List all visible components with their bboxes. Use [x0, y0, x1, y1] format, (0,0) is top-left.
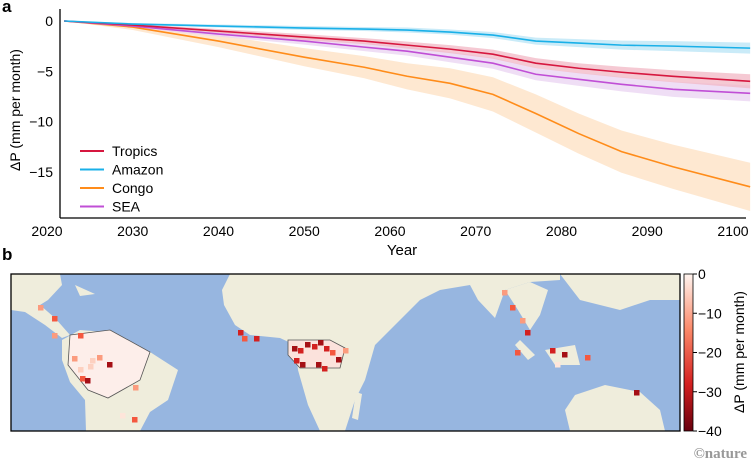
grid-cell: [305, 342, 311, 348]
legend-label: Amazon: [112, 162, 163, 178]
grid-cell: [52, 333, 58, 339]
grid-cell: [292, 346, 298, 352]
grid-cell: [520, 318, 526, 324]
grid-cell: [133, 385, 139, 391]
y-tick-label: 0: [45, 13, 53, 29]
legend: Tropics Amazon Congo SEA: [80, 143, 163, 215]
grid-cell: [88, 364, 94, 370]
line-chart: 2020 2030 2040 2050 2060 2070 2080 2090 2100 0 −5 −…: [7, 9, 751, 259]
grid-cell: [294, 358, 300, 364]
grid-cell: [510, 305, 516, 311]
grid-cell: [316, 362, 322, 368]
line-amazon: [64, 20, 751, 49]
grid-cell: [238, 330, 244, 336]
nature-credit: ©nature: [693, 446, 747, 462]
grid-cell: [242, 336, 248, 342]
legend-label: Congo: [112, 180, 153, 196]
x-tick-label: 2050: [289, 223, 320, 239]
grid-cell: [322, 366, 328, 372]
grid-cell: [550, 348, 556, 354]
colorbar-tick-label: −40: [698, 423, 722, 439]
colorbar-tick-label: 0: [698, 266, 706, 282]
x-tick-label: 2090: [632, 223, 663, 239]
grid-cell: [80, 376, 86, 382]
band-sea: [64, 21, 751, 102]
grid-cell: [38, 305, 44, 311]
x-axis-label: Year: [387, 242, 417, 259]
grid-cell: [78, 367, 84, 373]
grid-cell: [343, 348, 349, 354]
colorbar-tick-label: −30: [698, 384, 722, 400]
legend-label: Tropics: [112, 143, 157, 159]
colorbar-label: ΔP (mm per month): [731, 291, 747, 413]
grid-cell: [300, 362, 306, 368]
y-axis-label: ΔP (mm per month): [7, 49, 23, 171]
grid-cell: [298, 348, 304, 354]
grid-cell: [634, 390, 640, 396]
x-tick-label: 2030: [117, 223, 148, 239]
y-tick-label: −10: [29, 114, 53, 130]
x-tick-label: 2020: [31, 223, 62, 239]
grid-cell: [107, 362, 113, 368]
grid-cell: [85, 378, 91, 384]
congo-region: [287, 339, 346, 369]
band-amazon: [64, 21, 751, 54]
legend-label: SEA: [112, 199, 141, 215]
colorbar: [683, 273, 694, 432]
line-congo: [64, 20, 751, 188]
grid-cell: [515, 350, 521, 356]
grid-cell: [585, 355, 591, 361]
grid-cell: [120, 413, 126, 419]
grid-cell: [318, 340, 324, 346]
x-tick-label: 2080: [546, 223, 577, 239]
panel-a-label: a: [2, 0, 12, 16]
colorbar-tick-label: −10: [698, 305, 722, 321]
grid-cell: [132, 417, 138, 423]
band-tropics: [64, 21, 751, 89]
grid-cell: [312, 344, 318, 350]
x-tick-label: 2100: [717, 223, 748, 239]
x-tick-label: 2070: [460, 223, 491, 239]
grid-cell: [502, 290, 508, 296]
panel-b-label: b: [2, 245, 13, 264]
x-tick-label: 2060: [374, 223, 405, 239]
grid-cell: [336, 357, 342, 363]
grid-cell: [555, 362, 561, 368]
grid-cell: [78, 333, 84, 339]
grid-cell: [254, 336, 260, 342]
colorbar-tick-label: −20: [698, 345, 722, 361]
line-tropics: [64, 20, 751, 83]
grid-cell: [525, 330, 531, 336]
grid-cell: [52, 316, 58, 322]
grid-cell: [97, 355, 103, 361]
grid-cell: [72, 356, 78, 362]
grid-cell: [90, 358, 96, 364]
line-sea: [64, 20, 751, 95]
grid-cell: [330, 350, 336, 356]
x-tick-label: 2040: [203, 223, 234, 239]
grid-cell: [562, 352, 568, 358]
y-tick-label: −15: [29, 164, 53, 180]
y-tick-label: −5: [37, 63, 53, 79]
grid-cell: [324, 346, 330, 352]
